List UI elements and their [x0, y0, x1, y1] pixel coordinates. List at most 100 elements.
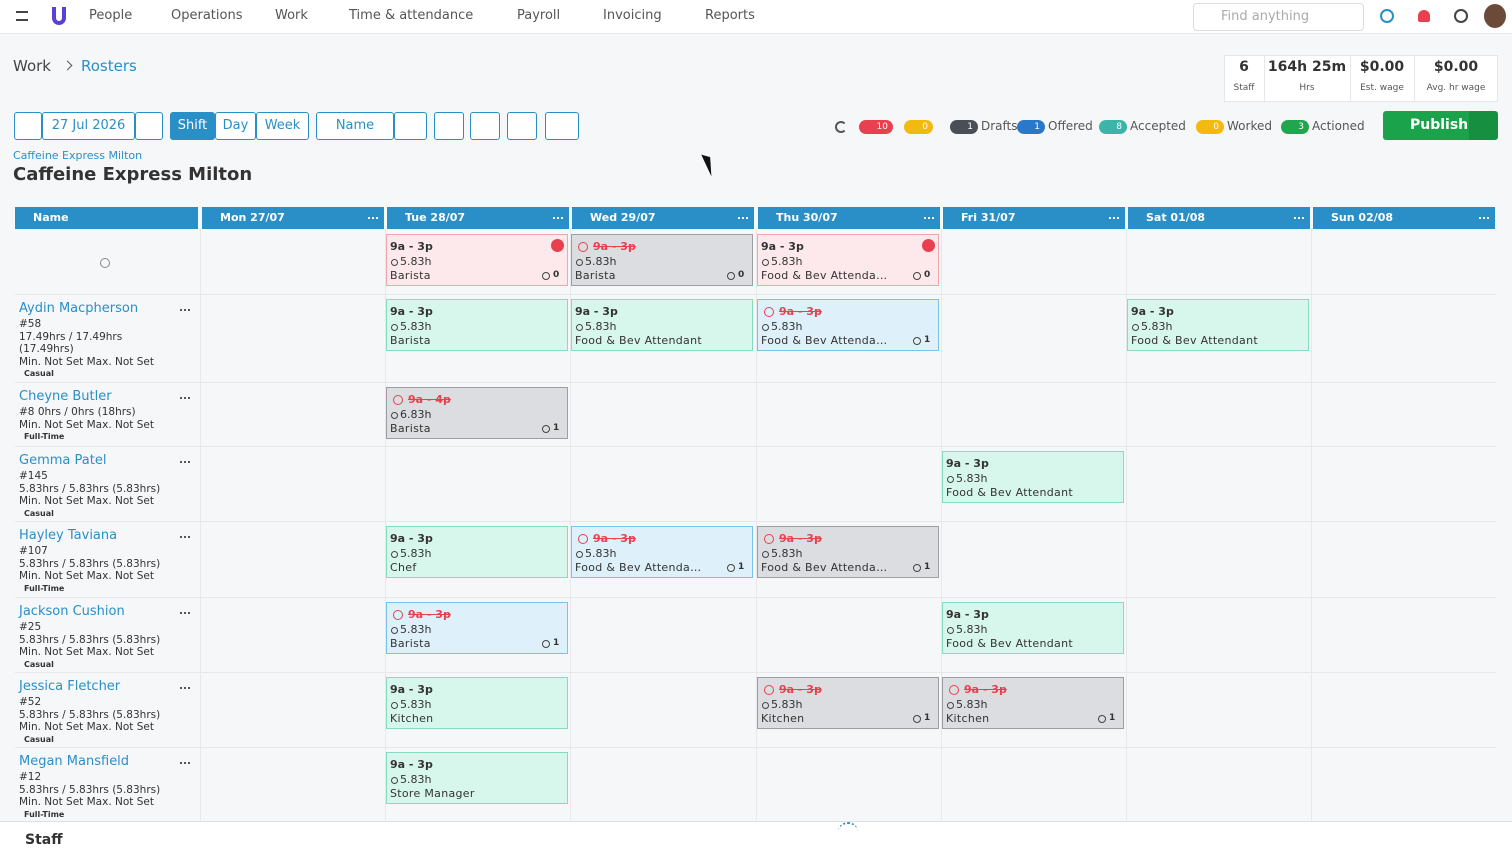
employee-menu[interactable]	[180, 309, 190, 311]
employee-name[interactable]: Jackson Cushion	[19, 604, 125, 619]
column-menu[interactable]	[924, 217, 934, 219]
location-link[interactable]: Caffeine Express Milton	[13, 149, 143, 162]
view-button[interactable]: Day	[215, 112, 256, 140]
row-divider	[15, 446, 1496, 447]
search-box[interactable]	[1193, 3, 1364, 31]
help-icon[interactable]	[1454, 9, 1468, 23]
legend-pill[interactable]: 8	[1099, 120, 1127, 134]
shift-card[interactable]: 9a - 3p 5.83h Kitchen	[386, 677, 568, 729]
legend-pill[interactable]: 0	[1196, 120, 1224, 134]
shift-count: 1	[1109, 713, 1116, 723]
employee-info: 5.83hrs / 5.83hrs (5.83hrs)	[19, 633, 161, 646]
assignee-icon	[542, 425, 550, 433]
employee-name[interactable]: Cheyne Butler	[19, 389, 112, 404]
shift-card[interactable]: 9a - 3p 5.83h Food & Bev Attendant	[1127, 299, 1309, 351]
clock-icon	[391, 702, 398, 709]
shift-card[interactable]: 9a - 3p 5.83h Barista 0	[386, 234, 568, 286]
publish-dropdown[interactable]	[1469, 111, 1498, 140]
shift-card[interactable]: 9a - 3p 5.83h Barista	[386, 299, 568, 351]
shift-card[interactable]: 9a - 3p 5.83h Food & Bev Attenda… 1	[757, 299, 939, 351]
row-divider	[15, 382, 1496, 383]
column-menu[interactable]	[1294, 217, 1304, 219]
shift-card[interactable]: 9a - 3p 5.83h Food & Bev Attendant	[942, 602, 1124, 654]
employee-name[interactable]: Aydin Macpherson	[19, 301, 139, 316]
menu-icon[interactable]	[16, 11, 28, 21]
nav-item[interactable]: Payroll	[517, 8, 561, 23]
prev-button[interactable]	[14, 112, 42, 140]
shift-card[interactable]: 9a - 3p 5.83h Food & Bev Attenda… 0	[757, 234, 939, 286]
legend-pill[interactable]: 3	[1281, 120, 1309, 134]
shift-hours: 5.83h	[585, 547, 617, 560]
bell-icon[interactable]	[1418, 10, 1430, 22]
shift-card[interactable]: 9a - 4p 6.83h Barista 1	[386, 387, 568, 439]
date-picker[interactable]: 27 Jul 2026	[42, 112, 135, 140]
nav-item[interactable]: People	[89, 8, 133, 23]
error-pill: 10	[859, 120, 893, 134]
next-button[interactable]	[135, 112, 163, 140]
tool-button[interactable]	[545, 112, 579, 140]
column-menu[interactable]	[1479, 217, 1489, 219]
nav-item[interactable]: Reports	[705, 8, 755, 23]
publish-button[interactable]: Publish	[1383, 111, 1469, 140]
shift-hours: 5.83h	[400, 698, 432, 711]
tool-button[interactable]	[434, 112, 464, 140]
shift-card[interactable]: 9a - 3p 5.83h Food & Bev Attendant	[942, 451, 1124, 503]
employee-info: Min. Not Set Max. Not Set	[19, 721, 154, 733]
column-menu[interactable]	[368, 217, 378, 219]
warning-pill: 0	[904, 120, 933, 134]
clock-icon	[764, 534, 774, 544]
view-button[interactable]: Shift	[170, 112, 215, 140]
employee-menu[interactable]	[180, 687, 190, 689]
column-menu[interactable]	[1109, 217, 1119, 219]
sort-dropdown[interactable]	[394, 112, 427, 140]
tool-button[interactable]	[507, 112, 537, 140]
tool-button[interactable]	[470, 112, 500, 140]
avatar[interactable]	[1484, 4, 1506, 28]
column-divider	[1311, 229, 1312, 820]
column-menu[interactable]	[738, 217, 748, 219]
employee-menu[interactable]	[180, 536, 190, 538]
employee-name[interactable]: Gemma Patel	[19, 453, 107, 468]
shift-hours: 5.83h	[585, 255, 617, 268]
shift-card[interactable]: 9a - 3p 5.83h Barista 1	[386, 602, 568, 654]
column-header: Sun 02/08	[1313, 207, 1495, 229]
breadcrumb-item[interactable]: Work	[13, 57, 51, 75]
shift-card[interactable]: 9a - 3p 5.83h Kitchen 1	[757, 677, 939, 729]
shift-card[interactable]: 9a - 3p 5.83h Food & Bev Attenda… 1	[571, 526, 753, 578]
sync-icon[interactable]	[1380, 9, 1394, 23]
legend-pill[interactable]: 1	[1017, 120, 1045, 134]
refresh-icon[interactable]	[835, 121, 847, 133]
nav-item[interactable]: Time & attendance	[349, 8, 474, 23]
shift-card[interactable]: 9a - 3p 5.83h Chef	[386, 526, 568, 578]
nav-item[interactable]: Work	[275, 8, 308, 23]
employee-menu[interactable]	[180, 762, 190, 764]
stats-divider	[1414, 55, 1415, 102]
employee-info: 5.83hrs / 5.83hrs (5.83hrs)	[19, 708, 161, 721]
employee-menu[interactable]	[180, 397, 190, 399]
nav-item[interactable]: Invoicing	[603, 8, 662, 23]
shift-card[interactable]: 9a - 3p 5.83h Store Manager	[386, 752, 568, 804]
employee-info: Min. Not Set Max. Not Set	[19, 355, 154, 368]
employee-menu[interactable]	[180, 612, 190, 614]
employee-name[interactable]: Hayley Taviana	[19, 528, 118, 543]
column-menu[interactable]	[553, 217, 563, 219]
shift-card[interactable]: 9a - 3p 5.83h Barista 0	[571, 234, 753, 286]
shift-card[interactable]: 9a - 3p 5.83h Food & Bev Attendant	[571, 299, 753, 351]
legend-pill[interactable]: 1	[950, 120, 978, 134]
view-button[interactable]: Week	[256, 112, 309, 140]
nav-item[interactable]: Operations	[171, 8, 243, 23]
sort-button[interactable]: Name	[316, 112, 394, 140]
employee-info: Min. Not Set Max. Not Set	[19, 418, 154, 431]
shift-role: Kitchen	[761, 712, 805, 725]
shift-hours: 5.83h	[956, 472, 988, 485]
employee-name[interactable]: Jessica Fletcher	[19, 679, 121, 694]
shift-role: Food & Bev Attenda…	[761, 269, 888, 282]
shift-card[interactable]: 9a - 3p 5.83h Kitchen 1	[942, 677, 1124, 729]
employee-menu[interactable]	[180, 461, 190, 463]
shift-hours: 5.83h	[400, 320, 432, 333]
shift-card[interactable]: 9a - 3p 5.83h Food & Bev Attenda… 1	[757, 526, 939, 578]
assignee-icon	[913, 337, 921, 345]
footer-title[interactable]: Staff	[25, 832, 63, 848]
employee-name[interactable]: Megan Mansfield	[19, 754, 130, 769]
